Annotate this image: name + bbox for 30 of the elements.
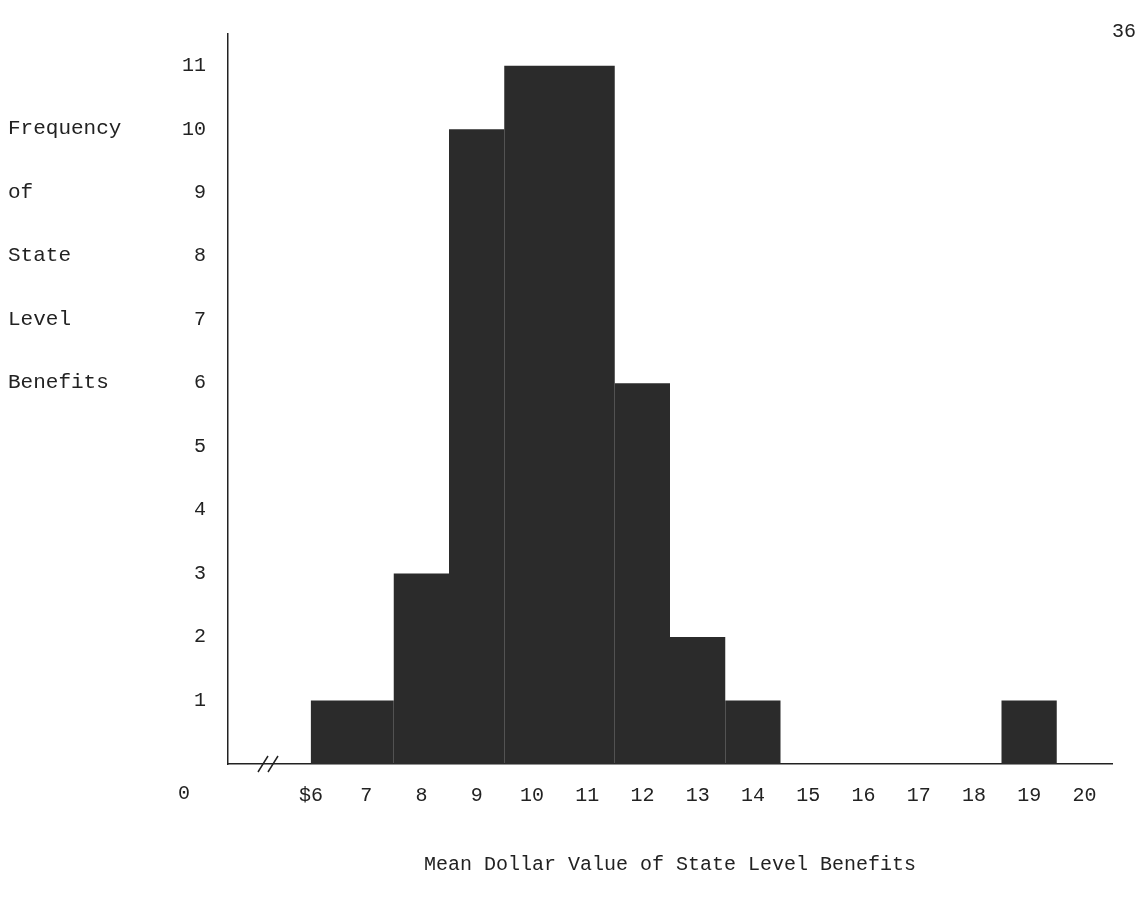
x-tick-label: 17 — [906, 784, 931, 808]
x-tick-label: 14 — [740, 784, 765, 808]
y-tick-label: 7 — [193, 307, 206, 331]
x-tick-label: 15 — [796, 784, 821, 808]
x-tick-label: 11 — [575, 784, 600, 808]
y-tick-label: 9 — [193, 180, 206, 204]
y-tick-label: 10 — [181, 117, 206, 141]
y-tick-label: 2 — [193, 625, 206, 649]
x-tick-label: 19 — [1017, 784, 1042, 808]
y-tick-label: 3 — [193, 561, 206, 585]
x-tick-label: 18 — [961, 784, 986, 808]
x-tick-label: 13 — [685, 784, 710, 808]
text: 0 — [178, 782, 191, 805]
x-axis-title: Mean Dollar Value of State Level Benefits — [423, 853, 917, 877]
text: Frequency of State Level Benefits — [8, 117, 122, 395]
y-tick-label: 6 — [193, 371, 206, 395]
y-tick-label: 8 — [193, 244, 206, 268]
y-tick-label: 11 — [181, 54, 206, 78]
x-tick-label: 16 — [851, 784, 876, 808]
x-tick-label: 7 — [360, 784, 373, 808]
x-tick-label: 9 — [470, 784, 483, 808]
x-tick-label: 12 — [630, 784, 655, 808]
x-tick-label: 10 — [519, 784, 544, 808]
y-tick-label: 1 — [193, 688, 206, 712]
x-tick-label: $6 — [298, 784, 323, 808]
x-tick-label: 20 — [1072, 784, 1097, 808]
x-tick-label: 8 — [415, 784, 428, 808]
y-tick-label: 4 — [193, 498, 206, 522]
y-tick-label: 5 — [193, 434, 206, 458]
annotation: 36 — [1111, 20, 1136, 43]
